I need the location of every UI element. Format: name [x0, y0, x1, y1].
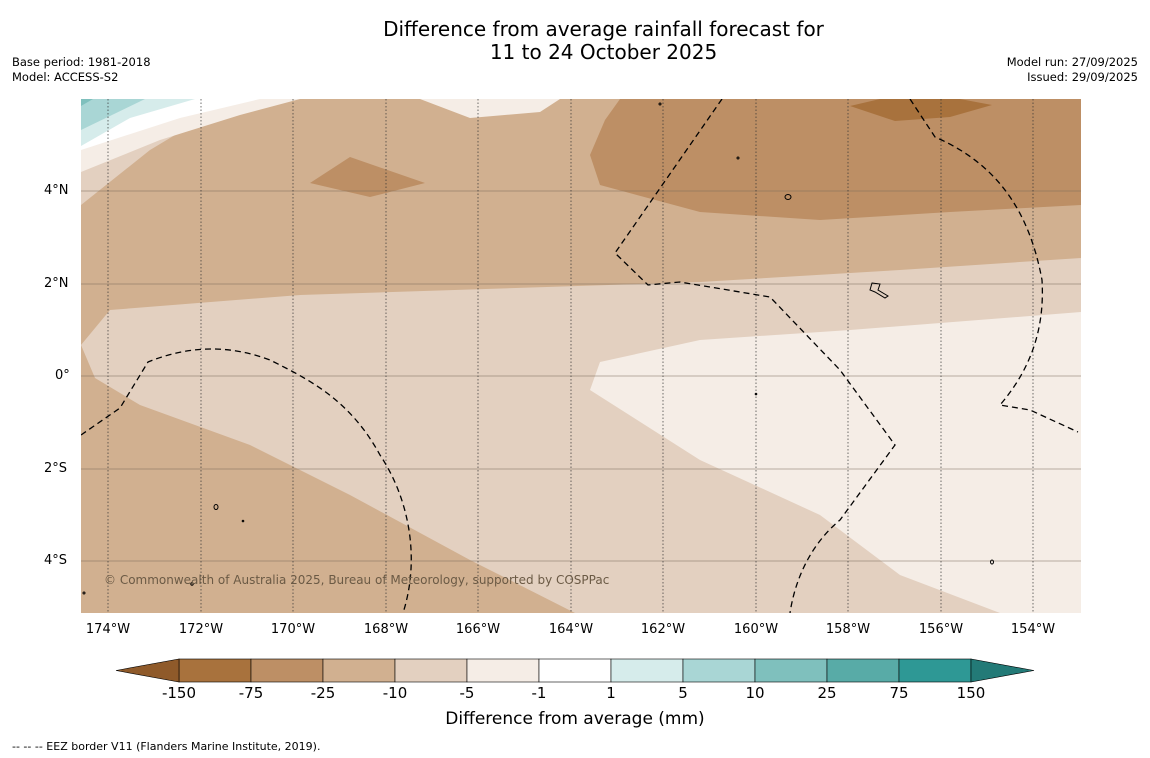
- lon-label: 162°W: [640, 622, 686, 637]
- colorbar: [115, 658, 1035, 683]
- island: [658, 102, 662, 106]
- colorbar-swatch: [754, 658, 828, 683]
- map-title-line2: 11 to 24 October 2025: [489, 40, 718, 64]
- colorbar-tick: -150: [161, 684, 197, 702]
- colorbar-under-arrow: [115, 658, 180, 683]
- islands: [82, 102, 994, 595]
- colorbar-swatch: [394, 658, 468, 683]
- colorbar-tick: -1: [531, 684, 547, 702]
- colorbar-tick: 10: [745, 684, 765, 702]
- colorbar-tick: 25: [817, 684, 837, 702]
- eez-borders: [81, 99, 1079, 613]
- lat-label: 0°: [55, 368, 70, 383]
- colorbar-swatch: [682, 658, 756, 683]
- copyright-text: © Commonwealth of Australia 2025, Bureau…: [104, 573, 610, 587]
- colorbar-label: Difference from average (mm): [445, 709, 705, 729]
- colorbar-swatch: [898, 658, 972, 683]
- model-name: Model: ACCESS-S2: [12, 70, 119, 84]
- island: [990, 559, 994, 565]
- eez-legend-note: -- -- -- EEZ border V11 (Flanders Marine…: [12, 740, 321, 753]
- map-gridlines: [81, 99, 1081, 613]
- colorbar-over-arrow: [970, 658, 1035, 683]
- lon-label: 170°W: [270, 622, 316, 637]
- map-title: Difference from average rainfall forecas…: [0, 18, 1150, 64]
- base-period: Base period: 1981-2018: [12, 55, 151, 69]
- model-run: Model run: 27/09/2025: [1006, 55, 1138, 69]
- map-title-line1: Difference from average rainfall forecas…: [383, 17, 824, 41]
- map-fill-areas: [81, 99, 1081, 613]
- fill-top-left-plus5: [81, 99, 145, 130]
- issued-date: Issued: 29/09/2025: [1027, 70, 1138, 84]
- island: [736, 156, 740, 160]
- colorbar-tick: -5: [459, 684, 475, 702]
- colorbar-swatch: [826, 658, 900, 683]
- island: [213, 504, 219, 510]
- eez-border-west: [81, 348, 412, 613]
- lon-label: 158°W: [825, 622, 871, 637]
- fill-top-left-plus10: [81, 99, 93, 106]
- lon-label: 164°W: [548, 622, 594, 637]
- colorbar-swatch: [466, 658, 540, 683]
- lat-label: 2°S: [44, 461, 68, 476]
- colorbar-swatch: [178, 658, 252, 683]
- colorbar-tick: -75: [238, 684, 264, 702]
- colorbar-tick: 1: [606, 684, 616, 702]
- fill-minus75-northeast: [590, 99, 1081, 220]
- colorbar-tick: -25: [310, 684, 336, 702]
- lon-label: 174°W: [85, 622, 131, 637]
- eez-border-east: [909, 99, 1079, 433]
- eez-border-central: [614, 99, 896, 613]
- island: [241, 519, 245, 523]
- colorbar-tick: 150: [956, 684, 986, 702]
- colorbar-tick: -10: [382, 684, 408, 702]
- fill-minus150-north: [850, 99, 992, 121]
- meta-right: Model run: 27/09/2025 Issued: 29/09/2025: [1007, 55, 1138, 85]
- island: [82, 591, 86, 595]
- meta-left: Base period: 1981-2018 Model: ACCESS-S2: [12, 55, 151, 85]
- lon-label: 156°W: [918, 622, 964, 637]
- lon-label: 154°W: [1010, 622, 1056, 637]
- colorbar-swatch: [250, 658, 324, 683]
- lat-label: 2°N: [44, 276, 69, 291]
- lat-label: 4°S: [44, 553, 68, 568]
- colorbar-swatch: [610, 658, 684, 683]
- island: [190, 582, 194, 586]
- fill-top-band-minus5: [420, 99, 560, 118]
- lat-label: 4°N: [44, 183, 69, 198]
- lon-label: 166°W: [455, 622, 501, 637]
- lon-label: 160°W: [733, 622, 779, 637]
- island: [784, 194, 792, 200]
- colorbar-swatch: [322, 658, 396, 683]
- colorbar-swatch: [538, 658, 612, 683]
- fill-minus75-northwest: [310, 157, 425, 197]
- lon-label: 172°W: [178, 622, 224, 637]
- island: [869, 282, 889, 299]
- colorbar-tick: 75: [889, 684, 909, 702]
- island: [754, 392, 758, 396]
- fill-minus5-band: [590, 312, 1081, 613]
- lon-label: 168°W: [363, 622, 409, 637]
- colorbar-tick: 5: [678, 684, 688, 702]
